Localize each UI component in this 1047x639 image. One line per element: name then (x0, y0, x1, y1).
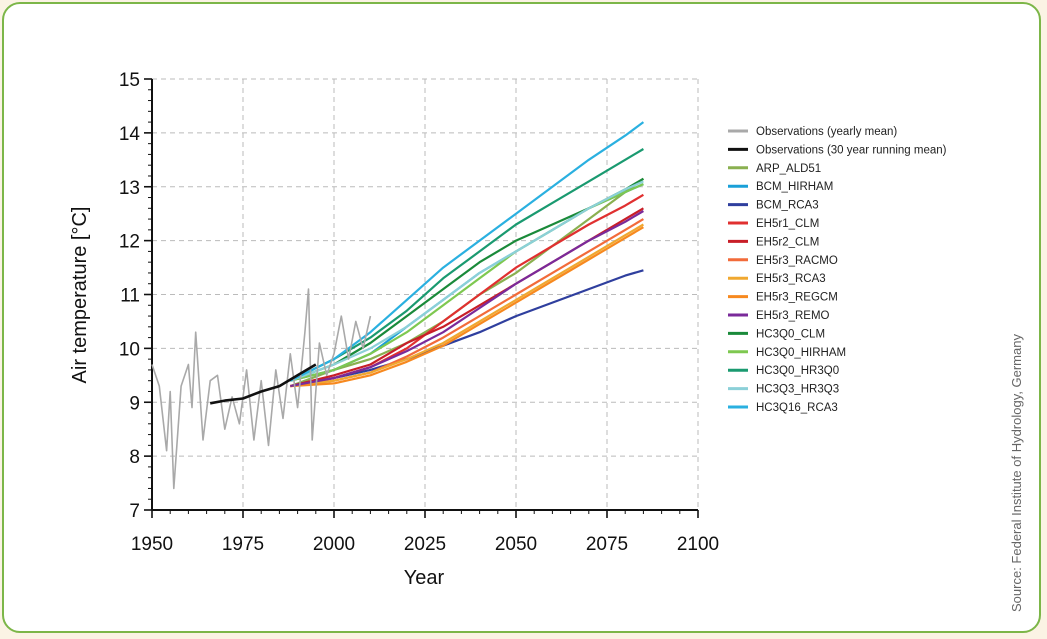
legend-label: EH5r3_RACMO (756, 255, 838, 267)
x-tick-label: 1950 (131, 534, 173, 555)
legend-label: HC3Q0_HR3Q0 (756, 365, 839, 377)
y-axis-ticks: 7 8 9 10 11 12 13 14 15 (119, 70, 152, 522)
legend-label: HC3Q3_HR3Q3 (756, 384, 839, 396)
legend-label: HC3Q16_RCA3 (756, 402, 838, 414)
y-tick-label: 14 (119, 124, 141, 145)
legend-label: EH5r3_REMO (756, 310, 830, 322)
series-lines (151, 121, 645, 490)
series-line-eh5r3-rca3 (290, 223, 644, 388)
y-tick-label: 8 (129, 447, 140, 468)
x-tick-label: 2050 (495, 534, 537, 555)
x-tick-label: 1975 (222, 534, 264, 555)
y-axis-title: Air temperature [°C] (69, 207, 91, 384)
series-line-observations-yearly-mean (151, 288, 372, 490)
series-line-eh5r1-clm (290, 193, 644, 388)
series-line-eh5r3-regcm (290, 226, 644, 388)
legend-label: HC3Q0_CLM (756, 328, 825, 340)
legend-label: EH5r1_CLM (756, 218, 819, 230)
x-tick-label: 2075 (586, 534, 628, 555)
series-line-hc3q16-rca3 (289, 121, 645, 382)
series-line-hc3q3-hr3q3 (289, 180, 644, 382)
chart-frame (2, 2, 1041, 633)
series-line-eh5r3-remo (290, 210, 644, 388)
y-tick-label: 10 (119, 339, 140, 360)
series-line-bcm-rca3 (290, 269, 644, 388)
y-tick-label: 9 (129, 393, 140, 414)
legend: Observations (yearly mean) Observations (… (728, 126, 947, 414)
x-axis-title: Year (404, 567, 445, 589)
source-note: Source: Federal Institute of Hydrology, … (1009, 334, 1024, 612)
legend-label: Observations (30 year running mean) (756, 144, 947, 156)
legend-label: EH5r2_CLM (756, 236, 819, 248)
series-line-hc3q0-clm (289, 177, 644, 382)
y-tick-label: 7 (129, 501, 140, 522)
legend-label: BCM_RCA3 (756, 200, 819, 212)
y-tick-label: 13 (119, 178, 140, 199)
x-tick-label: 2000 (313, 534, 355, 555)
legend-label: EH5r3_RCA3 (756, 273, 826, 285)
legend-label: Observations (yearly mean) (756, 126, 897, 138)
y-tick-label: 12 (119, 232, 140, 253)
legend-label: EH5r3_REGCM (756, 292, 838, 304)
series-line-observations-30-year-running-mean (209, 363, 317, 405)
x-axis-ticks: 1950 1975 2000 2025 2050 2075 2100 (131, 510, 719, 555)
y-tick-label: 15 (119, 70, 140, 91)
legend-label: BCM_HIRHAM (756, 181, 833, 193)
x-tick-label: 2100 (677, 534, 719, 555)
series-line-hc3q0-hr3q0 (289, 148, 644, 382)
x-tick-label: 2025 (404, 534, 446, 555)
legend-label: HC3Q0_HIRHAM (756, 347, 846, 359)
legend-label: ARP_ALD51 (756, 163, 821, 175)
y-tick-label: 11 (120, 286, 140, 307)
